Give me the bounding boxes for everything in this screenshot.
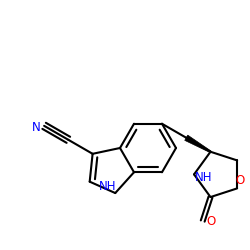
Text: N: N <box>32 121 40 134</box>
Text: NH: NH <box>98 180 116 192</box>
Text: O: O <box>206 214 215 228</box>
Polygon shape <box>185 135 211 152</box>
Text: NH: NH <box>195 171 213 184</box>
Text: O: O <box>236 174 245 187</box>
